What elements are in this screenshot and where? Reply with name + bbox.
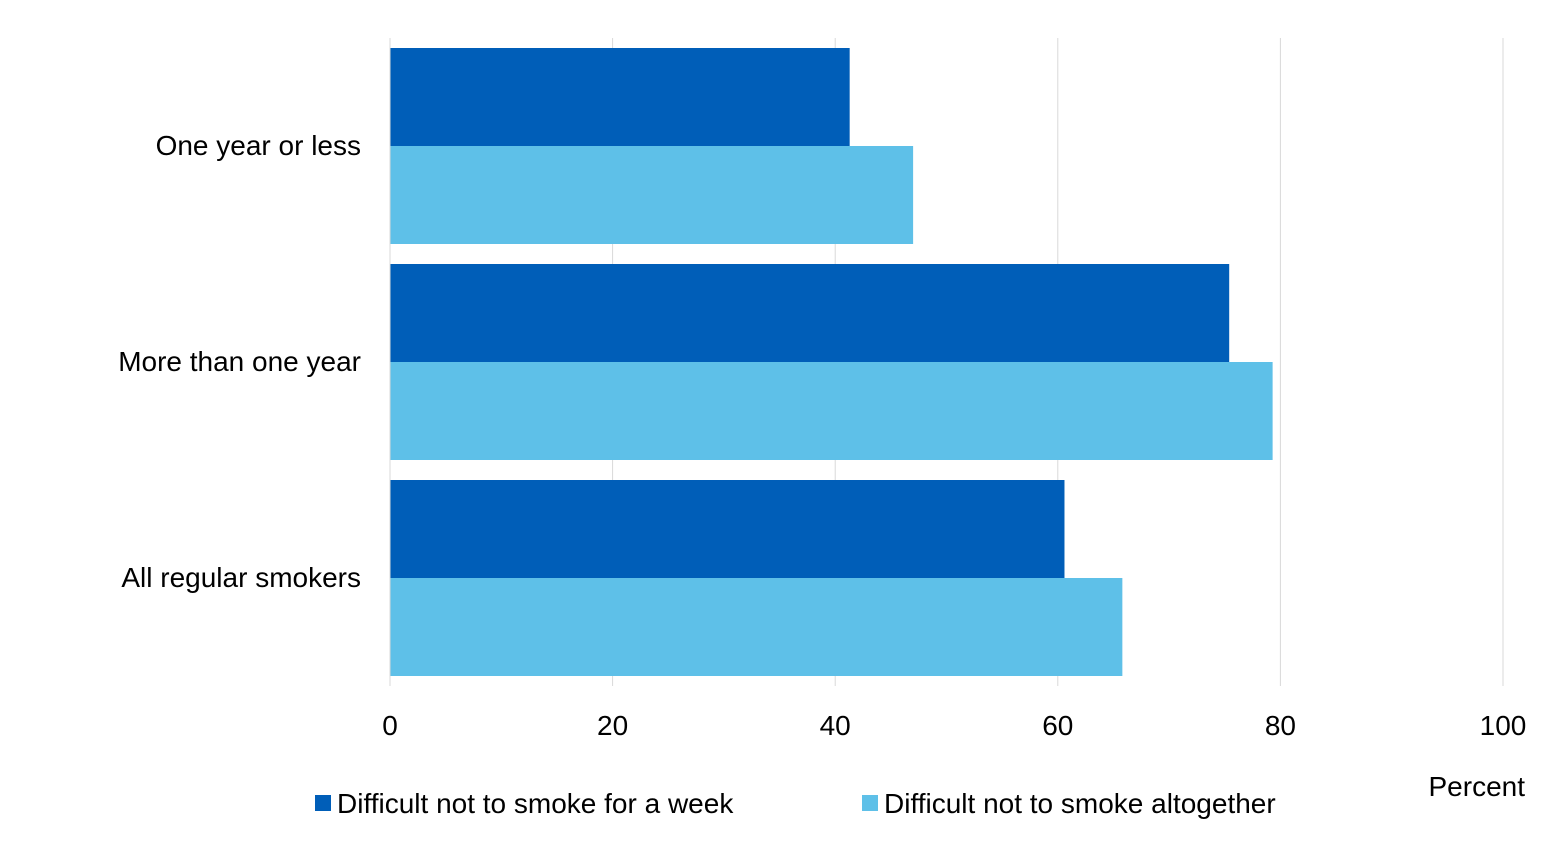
- legend-label-2: Difficult not to smoke altogether: [884, 788, 1276, 819]
- x-tick-label-40: 40: [820, 710, 851, 741]
- bar-2-all-regular-smokers: [390, 578, 1123, 676]
- legend-swatch-1: [315, 795, 331, 811]
- category-labels: One year or less More than one year All re…: [118, 130, 361, 593]
- bar-1-more-than-one-year: [390, 264, 1230, 362]
- x-tick-label-60: 60: [1042, 710, 1073, 741]
- legend: Difficult not to smoke for a week Difficu…: [315, 788, 1276, 819]
- x-tick-label-20: 20: [597, 710, 628, 741]
- category-label-one-year-or-less: One year or less: [156, 130, 361, 161]
- legend-swatch-2: [862, 795, 878, 811]
- category-label-all-regular-smokers: All regular smokers: [121, 562, 361, 593]
- bars: [390, 48, 1273, 676]
- x-tick-label-80: 80: [1265, 710, 1296, 741]
- bar-1-all-regular-smokers: [390, 480, 1065, 578]
- x-tick-label-0: 0: [382, 710, 398, 741]
- bar-2-one-year-or-less: [390, 146, 914, 244]
- bar-1-one-year-or-less: [390, 48, 850, 146]
- legend-label-1: Difficult not to smoke for a week: [337, 788, 734, 819]
- category-label-more-than-one-year: More than one year: [118, 346, 361, 377]
- x-tick-label-100: 100: [1480, 710, 1527, 741]
- x-tick-labels: 0 20 40 60 80 100: [382, 710, 1526, 741]
- bar-2-more-than-one-year: [390, 362, 1273, 460]
- x-axis-unit-label: Percent: [1429, 771, 1526, 802]
